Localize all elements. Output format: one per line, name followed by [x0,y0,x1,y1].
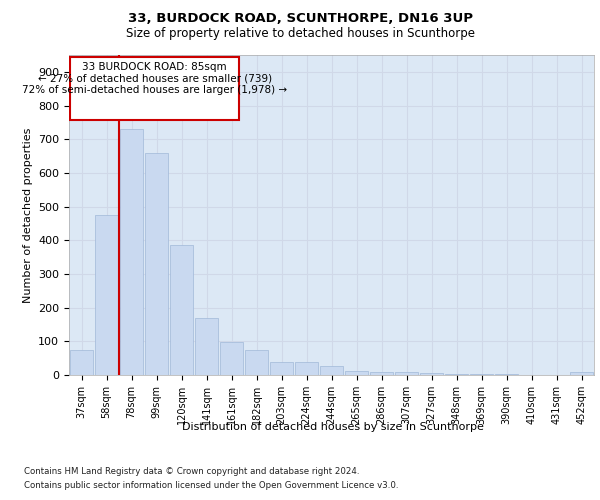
Text: 72% of semi-detached houses are larger (1,978) →: 72% of semi-detached houses are larger (… [22,84,287,94]
Bar [145,152,168,375]
Y-axis label: Number of detached properties: Number of detached properties [23,128,32,302]
Bar [370,372,393,375]
Bar [195,318,218,375]
Text: Contains HM Land Registry data © Crown copyright and database right 2024.: Contains HM Land Registry data © Crown c… [24,468,359,476]
Bar [495,374,518,375]
Bar [70,350,93,375]
Bar [445,374,468,375]
Bar [120,129,143,375]
Bar [320,366,343,375]
Text: ← 27% of detached houses are smaller (739): ← 27% of detached houses are smaller (73… [38,74,272,84]
Bar [395,372,418,375]
Bar [245,350,268,375]
Bar [420,374,443,375]
Bar [470,374,493,375]
Text: Size of property relative to detached houses in Scunthorpe: Size of property relative to detached ho… [125,28,475,40]
Bar [295,362,318,375]
Bar [570,372,593,375]
Bar [345,371,368,375]
Text: Distribution of detached houses by size in Scunthorpe: Distribution of detached houses by size … [182,422,484,432]
Text: Contains public sector information licensed under the Open Government Licence v3: Contains public sector information licen… [24,481,398,490]
Bar [220,342,243,375]
Bar [170,246,193,375]
Bar [70,56,239,120]
Text: 33, BURDOCK ROAD, SCUNTHORPE, DN16 3UP: 33, BURDOCK ROAD, SCUNTHORPE, DN16 3UP [128,12,473,26]
Bar [95,215,118,375]
Text: 33 BURDOCK ROAD: 85sqm: 33 BURDOCK ROAD: 85sqm [82,62,227,72]
Bar [270,362,293,375]
